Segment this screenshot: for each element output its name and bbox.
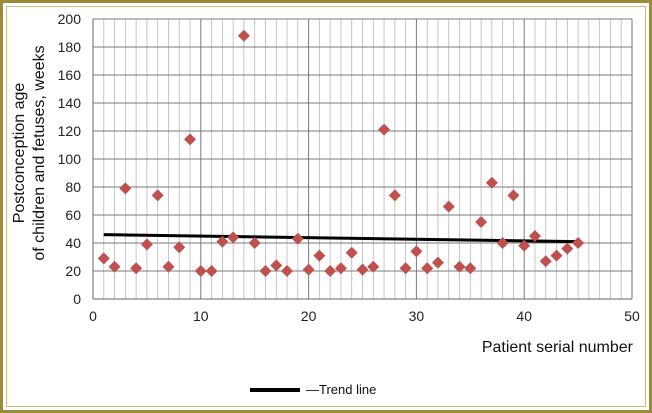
data-point-diamond [528,230,541,242]
data-point-diamond [453,260,466,273]
data-point-diamond [561,242,574,255]
x-tick-label: 20 [301,308,317,324]
data-point-diamond [270,259,283,272]
trend-line [103,233,579,244]
data-point-diamond [518,239,531,252]
data-point-diamond [291,232,304,245]
legend-label-trend-line: —Trend line [306,382,376,397]
y-tick-label: 60 [65,207,81,223]
data-point-diamond [550,249,563,262]
x-axis-title: Patient serial number [482,339,634,356]
data-point-diamond [507,189,520,202]
y-tick-label: 160 [58,67,82,83]
data-point-diamond [184,133,197,146]
data-point-diamond [97,252,110,265]
data-point-diamond [194,265,207,277]
data-point-diamond [173,241,186,254]
data-point-diamond [356,263,369,276]
data-point-diamond [227,231,240,244]
data-point-diamond [464,262,477,275]
y-axis-title: Postconception age of children and fetuse… [11,45,48,260]
y-tick-label: 180 [58,39,82,55]
y-tick-label: 40 [65,235,81,251]
grid-lines [92,18,633,300]
data-point-diamond [162,260,175,273]
data-point-diamond [572,237,585,249]
data-point-diamond [399,262,412,275]
y-axis-title-line: of children and fetuses, weeks [31,45,48,260]
chart-inner-border [6,6,646,407]
x-tick-label: 0 [89,308,97,324]
data-point-diamond [388,189,401,202]
data-point-diamond [216,235,229,248]
x-tick-label: 10 [193,308,209,324]
data-point-diamond [130,262,143,275]
y-tick-label: 140 [58,95,82,111]
y-axis-title-line: Postconception age [11,83,28,224]
x-tick-label: 50 [624,308,640,324]
data-point-diamond [302,263,315,276]
data-point-diamond [410,245,423,258]
x-tick-label: 40 [516,308,532,324]
x-tick-label: 30 [409,308,425,324]
data-point-diamond [421,262,434,275]
data-point-diamond [151,189,164,202]
data-point-diamond [431,256,444,269]
y-tick-label: 200 [58,11,82,27]
data-point-diamond [108,260,121,273]
y-tick-label: 80 [65,179,81,195]
data-point-diamond [119,182,132,195]
axes [92,19,632,300]
data-point-diamond [367,260,380,273]
data-point-diamond [237,29,250,42]
data-point-diamond [259,265,272,277]
data-point-diamond [140,238,153,251]
data-point-diamond [496,237,509,249]
data-point-diamond [442,200,455,213]
data-point-diamond [248,237,261,249]
data-point-diamond [345,246,358,259]
data-point-diamond [378,123,391,136]
data-point-diamond [539,255,552,268]
legend: —Trend line [250,382,376,397]
tick-labels: 0 20 40 60 80 100 120 140 160 180 200 0 10 20 30 40 50 [58,11,640,324]
data-points [97,29,585,277]
data-point-diamond [334,262,347,275]
data-point-diamond [205,265,218,277]
data-point-diamond [475,216,488,228]
y-tick-label: 20 [65,263,81,279]
y-tick-label: 0 [73,291,81,307]
data-point-diamond [485,176,498,189]
data-point-diamond [281,265,294,277]
data-point-diamond [324,265,337,277]
y-tick-label: 120 [58,123,82,139]
data-point-diamond [313,249,326,262]
trend-line-layer [103,233,579,244]
y-tick-label: 100 [58,151,82,167]
